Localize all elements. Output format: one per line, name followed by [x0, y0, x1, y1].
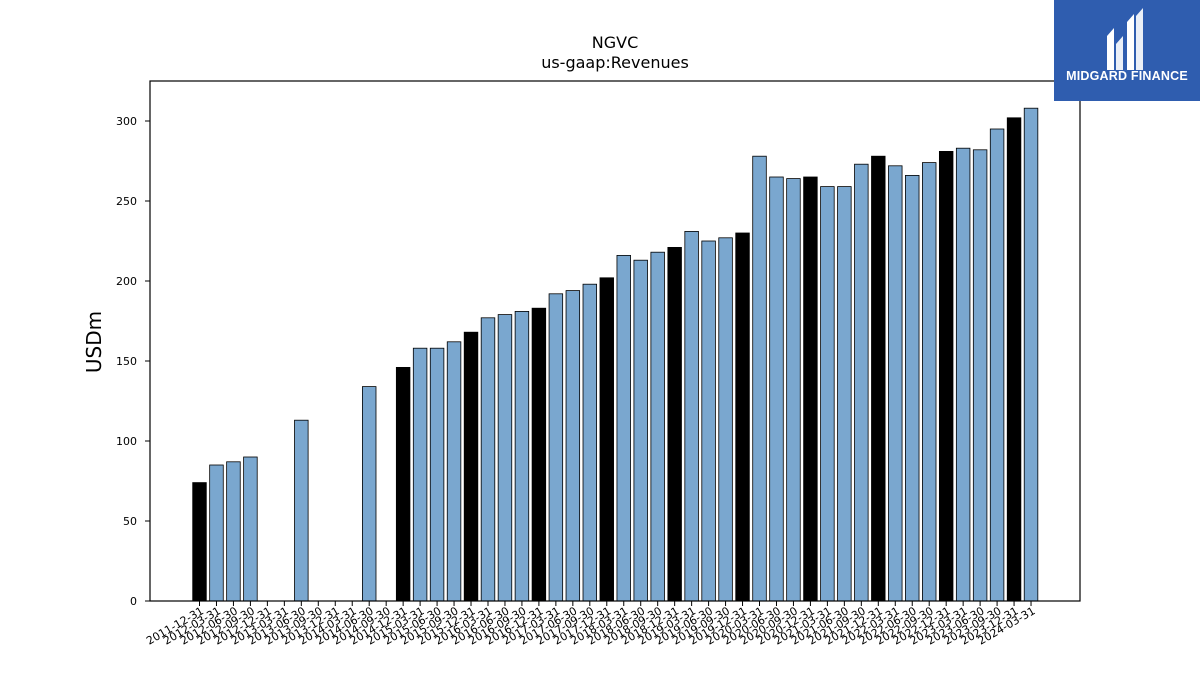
bar [650, 251, 665, 602]
logo-text: MIDGARD FINANCE [1066, 69, 1188, 83]
bar [837, 186, 852, 602]
y-tick-label: 0 [130, 595, 137, 608]
bar [548, 293, 564, 602]
chart-title: NGVC [592, 33, 638, 52]
bar [599, 277, 614, 602]
bar [989, 128, 1005, 602]
bar [667, 246, 682, 602]
bar [684, 230, 699, 602]
y-tick-label: 50 [123, 515, 137, 528]
brand-logo: MIDGARD FINANCE [1054, 0, 1200, 101]
plot-frame [149, 80, 1081, 602]
bar [582, 283, 598, 602]
bar [752, 155, 767, 602]
bar [820, 186, 835, 602]
bar [395, 366, 411, 602]
bar [226, 461, 241, 602]
bar [531, 307, 547, 602]
y-tick-label: 100 [116, 435, 137, 448]
bar [769, 176, 784, 602]
bar [633, 259, 648, 602]
bar [803, 176, 818, 602]
midgard-logo-icon [1107, 8, 1143, 70]
bar [905, 174, 920, 602]
bar [701, 240, 716, 602]
bar [854, 163, 869, 602]
chart-subtitle: us-gaap:Revenues [541, 53, 689, 72]
bar [888, 165, 903, 602]
x-axis: 2011-12-312012-03-312012-06-302012-09-30… [144, 601, 1038, 648]
bar [412, 347, 428, 602]
y-tick-label: 150 [116, 355, 137, 368]
bar [955, 147, 971, 602]
bar [209, 464, 224, 602]
bar [480, 317, 496, 602]
bar [616, 254, 631, 602]
bars-group [192, 107, 1039, 602]
y-tick-label: 200 [116, 275, 137, 288]
bar [243, 456, 258, 602]
y-tick-label: 250 [116, 195, 137, 208]
bar [922, 162, 937, 602]
bar [192, 482, 207, 602]
bar [718, 237, 733, 602]
y-axis: 0 50 100 150 200 250 300 [116, 115, 150, 608]
bar [565, 290, 581, 602]
bar [786, 178, 801, 602]
bar [938, 150, 954, 602]
bar [735, 232, 750, 602]
bar [1023, 107, 1039, 602]
bar [972, 149, 988, 602]
bar [497, 314, 513, 602]
bar [871, 155, 886, 602]
bar [514, 310, 530, 602]
y-axis-label: USDm [82, 311, 106, 373]
bar [463, 331, 479, 602]
bar [429, 347, 445, 602]
bar [294, 419, 309, 602]
bar [361, 386, 377, 602]
y-tick-label: 300 [116, 115, 137, 128]
bar [446, 341, 462, 602]
bar [1006, 117, 1022, 602]
